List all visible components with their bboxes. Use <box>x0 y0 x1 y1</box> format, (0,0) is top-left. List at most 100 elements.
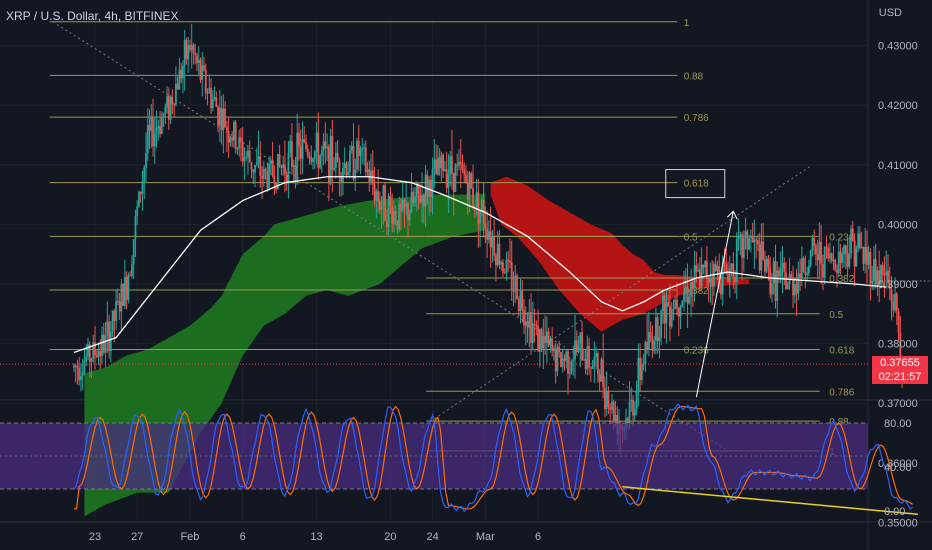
candle-body <box>718 266 721 284</box>
candle-body <box>343 163 346 168</box>
candle-body <box>419 194 422 203</box>
candle-body <box>284 164 286 175</box>
candle-body <box>449 156 452 175</box>
candle-body <box>600 359 603 382</box>
candle-body <box>779 268 782 277</box>
time-tick-label: 20 <box>384 531 396 543</box>
candle-body <box>306 148 309 156</box>
candle-body <box>858 233 861 248</box>
candle-body <box>887 270 889 284</box>
candle-body <box>538 329 541 352</box>
candle-body <box>218 107 221 126</box>
candle-body <box>421 194 423 203</box>
candle-body <box>829 253 831 259</box>
candle-body <box>693 265 696 289</box>
candle-body <box>407 203 409 221</box>
candle-body <box>81 372 84 376</box>
candle-body <box>229 137 232 143</box>
candle-body <box>892 301 895 311</box>
candle-body <box>707 278 710 283</box>
candle-body <box>611 401 613 410</box>
price-tick-label: 0.43000 <box>878 41 918 53</box>
candle-body <box>164 107 167 114</box>
candle-body <box>111 310 114 332</box>
candle-body <box>180 69 183 79</box>
candle-body <box>516 275 518 300</box>
candle-body <box>753 239 756 243</box>
candle-body <box>635 390 638 410</box>
chart-title: XRP / U.S. Dollar, 4h, BITFINEX <box>6 9 179 23</box>
candle-body <box>361 148 364 150</box>
candle-body <box>605 390 608 410</box>
candle-body <box>196 55 198 63</box>
candle-body <box>655 317 657 341</box>
candle-body <box>602 359 605 388</box>
candle-body <box>208 87 211 93</box>
candle-body <box>526 321 529 328</box>
candle-body <box>312 158 314 163</box>
candle-body <box>456 164 459 166</box>
candle-body <box>452 173 455 192</box>
candle-body <box>465 174 467 182</box>
candle-body <box>834 260 837 270</box>
candle-body <box>662 295 664 311</box>
candle-body <box>396 220 399 230</box>
candle-body <box>141 180 144 194</box>
stoch-k-line <box>73 403 913 513</box>
candle-body <box>825 247 828 249</box>
candle-body <box>429 179 432 198</box>
candle-body <box>240 137 242 142</box>
candle-body <box>800 258 803 279</box>
candle-body <box>820 241 823 265</box>
candle-body <box>113 310 116 321</box>
candles <box>73 23 903 455</box>
stoch-tick-label: 0.00 <box>884 506 905 518</box>
candle-body <box>480 199 483 210</box>
candle-body <box>850 228 852 254</box>
candle-body <box>723 262 726 264</box>
candle-body <box>308 155 311 158</box>
candle-body <box>646 341 649 351</box>
time-tick-label: 6 <box>240 531 246 543</box>
candle-body <box>357 140 360 156</box>
candle-body <box>146 125 149 153</box>
candle-body <box>809 250 812 266</box>
countdown-badge: 02:21:57 <box>872 370 928 385</box>
candle-body <box>187 45 190 60</box>
candle-body <box>855 248 858 267</box>
candle-body <box>871 280 874 284</box>
candle-body <box>431 168 434 198</box>
candle-body <box>243 157 246 162</box>
candle-body <box>245 156 248 158</box>
candle-body <box>737 236 740 240</box>
candle-body <box>575 340 578 352</box>
candle-body <box>698 269 701 287</box>
candle-body <box>322 141 325 150</box>
candle-body <box>398 203 401 230</box>
candle-body <box>155 128 158 134</box>
candle-body <box>234 121 237 150</box>
candle-body <box>786 283 789 290</box>
candle-body <box>159 126 161 134</box>
candle-body <box>410 192 413 213</box>
candle-body <box>709 277 712 283</box>
candle-body <box>280 165 283 168</box>
candle-body <box>291 141 293 168</box>
candle-body <box>167 96 170 120</box>
candle-body <box>714 263 717 272</box>
candle-body <box>563 358 566 361</box>
candle-body <box>609 407 612 410</box>
candle-body <box>748 238 750 250</box>
candle-body <box>329 136 332 184</box>
time-tick-label: 24 <box>426 531 438 543</box>
candle-body <box>294 165 297 180</box>
candle-body <box>598 374 601 382</box>
candle-body <box>591 366 594 369</box>
candle-body <box>691 282 694 289</box>
candle-body <box>818 241 821 261</box>
fib-level-label: 0.382 <box>684 286 709 297</box>
candle-body <box>537 326 539 352</box>
candle-body <box>764 259 766 272</box>
candle-body <box>359 148 362 156</box>
